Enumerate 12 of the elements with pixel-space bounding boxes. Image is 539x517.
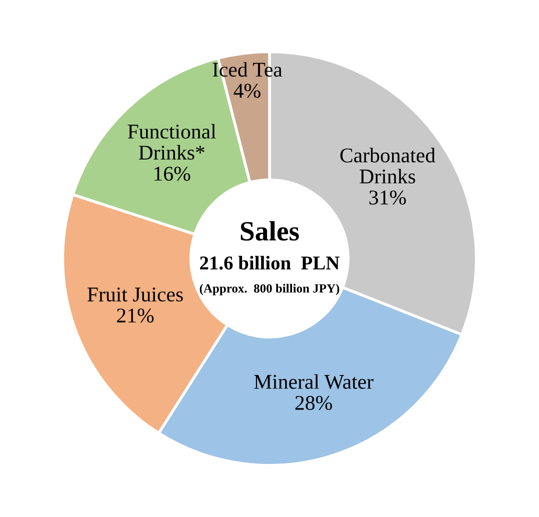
slice-label: Mineral Water: [254, 374, 374, 390]
text: 21.6 billion PLN: [200, 256, 340, 270]
slice-label: Carbonated Drinks: [340, 148, 436, 184]
slice-label: Fruit Juices: [88, 288, 183, 302]
data-label: 4%: [234, 84, 260, 98]
data-label: 31%: [369, 190, 406, 205]
data-label: 21%: [117, 308, 154, 323]
text: (Approx. 800 billion JPY): [200, 284, 340, 296]
slice-label: Functional Drinks*: [128, 124, 216, 160]
data-label: 28%: [295, 396, 332, 410]
text: Sales: [240, 221, 299, 241]
data-label: 16%: [154, 166, 190, 181]
